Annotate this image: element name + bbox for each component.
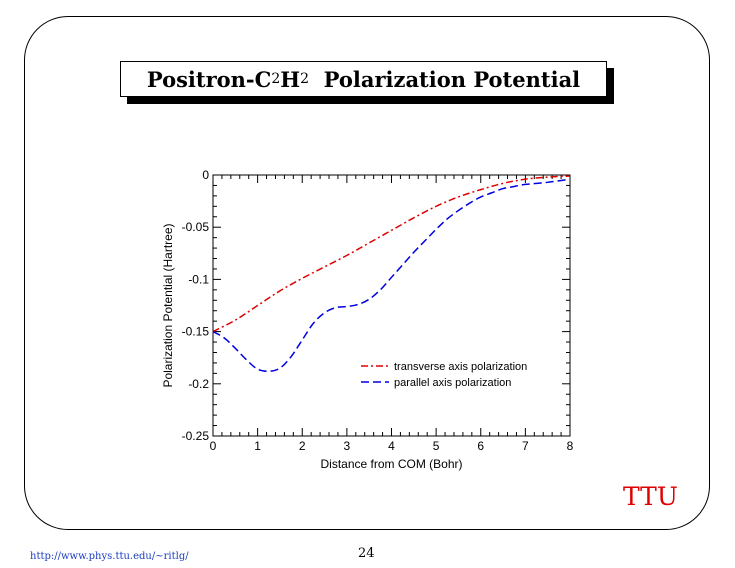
footer-url-link[interactable]: http://www.phys.ttu.edu/~ritlg/	[30, 551, 189, 562]
y-tick-label: -0.1	[188, 272, 209, 286]
x-tick-label: 8	[567, 439, 574, 453]
plot-frame	[212, 174, 571, 437]
legend-label: transverse axis polarization	[394, 361, 527, 373]
x-tick-label: 1	[254, 439, 261, 453]
title-part-2: H	[280, 66, 301, 92]
series-layer	[212, 175, 571, 373]
y-axis-label: Polarization Potential (Hartree)	[161, 223, 175, 387]
x-tick-label: 5	[433, 439, 440, 453]
slide-frame	[24, 16, 710, 530]
title-subscript-1: 2	[271, 71, 281, 87]
page-number: 24	[358, 546, 375, 561]
slide-title: Positron-C 2 H 2 Polarization Potential	[120, 61, 607, 97]
x-tick-label: 3	[344, 439, 351, 453]
title-part-1: Positron-C	[146, 66, 272, 92]
series-line-transverse	[212, 175, 571, 333]
series-line-parallel	[212, 178, 571, 373]
x-tick-label: 4	[388, 439, 395, 453]
y-tick-label: -0.15	[182, 325, 210, 339]
legend-label: parallel axis polarization	[394, 377, 511, 389]
legend: transverse axis polarization parallel axi…	[361, 361, 527, 389]
ttu-logo: TTU	[623, 482, 678, 511]
y-tick-label: -0.25	[182, 429, 210, 443]
x-tick-label: 2	[299, 439, 306, 453]
axis-tick-labels: 0 1 2 3 4 5 6 7 8 0 -0.05 -0.1 -0.15 -0.2 -0.25	[182, 168, 574, 453]
y-tick-label: -0.05	[182, 220, 210, 234]
y-tick-label: 0	[202, 168, 209, 182]
x-tick-label: 6	[477, 439, 484, 453]
title-part-3: Polarization Potential	[309, 66, 581, 92]
axis-ticks	[212, 174, 571, 437]
x-tick-label: 0	[210, 439, 217, 453]
x-axis-label: Distance from COM (Bohr)	[320, 457, 462, 471]
y-tick-label: -0.2	[188, 377, 209, 391]
title-subscript-2: 2	[300, 71, 310, 87]
x-tick-label: 7	[522, 439, 529, 453]
